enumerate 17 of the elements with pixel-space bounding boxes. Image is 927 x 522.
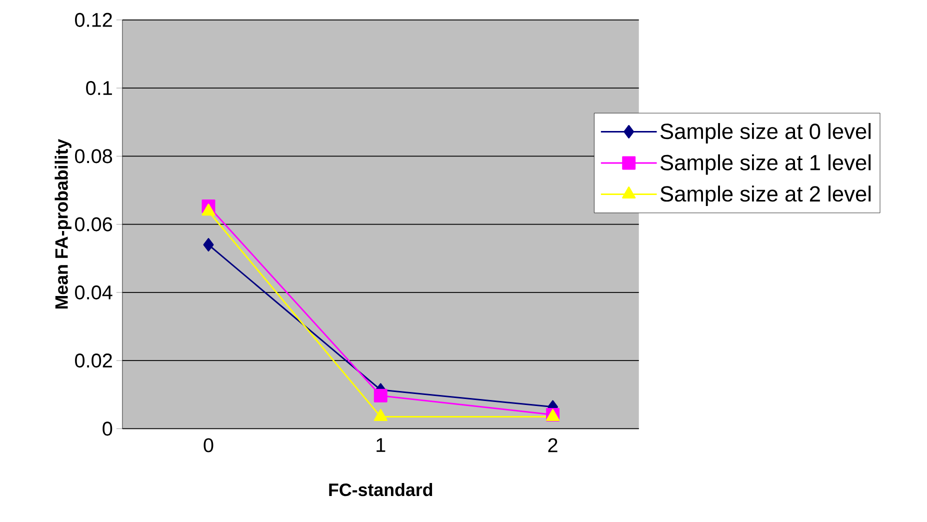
legend-label: Sample size at 1 level [660,154,871,175]
y-tick-label: 0.12 [75,12,112,27]
legend-label: Sample size at 0 level [660,122,871,144]
y-tick-label: 0.1 [86,80,112,95]
y-tick-label: 0.06 [75,217,112,232]
x-tick-label: 2 [548,438,558,452]
point [203,238,214,252]
x-axis-title: FC-standard [329,482,432,496]
x-tick-label: 1 [376,438,386,452]
y-tick-label: 0 [102,421,112,436]
y-axis-title: Mean FA-probability [54,138,72,308]
legend-label: Sample size at 2 level [660,185,871,206]
point [374,388,388,402]
y-tick-label: 0.02 [75,353,112,368]
y-tick-label: 0.08 [75,148,112,164]
y-tick-label: 0.04 [75,285,112,300]
x-tick-label: 0 [204,438,214,452]
